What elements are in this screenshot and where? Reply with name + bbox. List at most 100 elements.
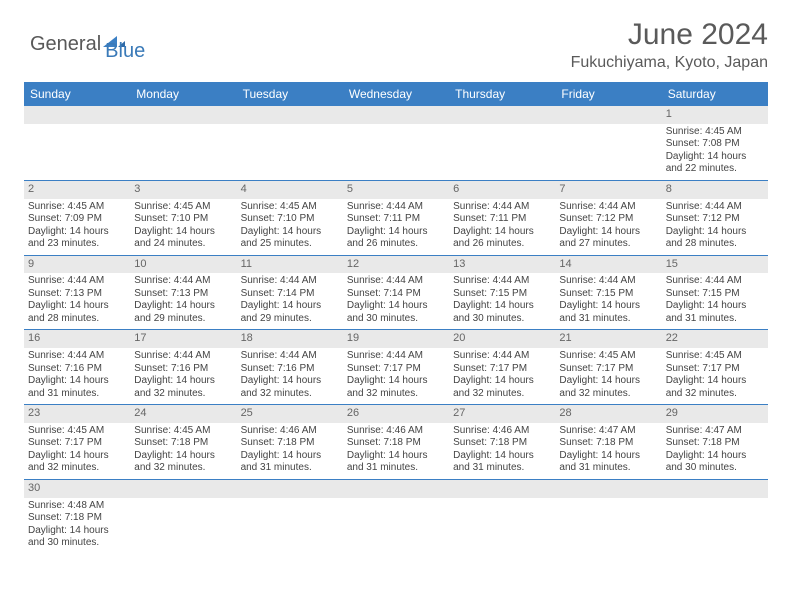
sunset-line: Sunset: 7:13 PM <box>28 288 126 301</box>
calendar-cell: 7Sunrise: 4:44 AMSunset: 7:12 PMDaylight… <box>555 180 661 255</box>
day-number: 14 <box>555 256 661 274</box>
calendar-cell: 14Sunrise: 4:44 AMSunset: 7:15 PMDayligh… <box>555 255 661 330</box>
calendar-cell: 16Sunrise: 4:44 AMSunset: 7:16 PMDayligh… <box>24 330 130 405</box>
calendar-cell: 28Sunrise: 4:47 AMSunset: 7:18 PMDayligh… <box>555 405 661 480</box>
sunrise-line: Sunrise: 4:45 AM <box>666 350 764 363</box>
day-number: 20 <box>449 330 555 348</box>
sunset-line: Sunset: 7:11 PM <box>347 213 445 226</box>
day-header: Thursday <box>449 82 555 106</box>
location: Fukuchiyama, Kyoto, Japan <box>571 54 768 72</box>
logo-text-blue: Blue <box>105 40 145 62</box>
calendar-cell: 12Sunrise: 4:44 AMSunset: 7:14 PMDayligh… <box>343 255 449 330</box>
calendar-cell <box>555 479 661 553</box>
calendar-cell: 22Sunrise: 4:45 AMSunset: 7:17 PMDayligh… <box>662 330 768 405</box>
day-number: 22 <box>662 330 768 348</box>
sunset-line: Sunset: 7:09 PM <box>28 213 126 226</box>
sunrise-line: Sunrise: 4:46 AM <box>347 425 445 438</box>
sunrise-line: Sunrise: 4:44 AM <box>134 350 232 363</box>
calendar-cell: 17Sunrise: 4:44 AMSunset: 7:16 PMDayligh… <box>130 330 236 405</box>
sunrise-line: Sunrise: 4:44 AM <box>241 350 339 363</box>
daylight-line: Daylight: 14 hours and 22 minutes. <box>666 151 764 176</box>
sunrise-line: Sunrise: 4:44 AM <box>28 350 126 363</box>
logo-text-general: General <box>30 33 101 56</box>
sunset-line: Sunset: 7:18 PM <box>666 437 764 450</box>
sunset-line: Sunset: 7:18 PM <box>241 437 339 450</box>
day-number: 11 <box>237 256 343 274</box>
calendar-cell <box>343 479 449 553</box>
sunset-line: Sunset: 7:18 PM <box>559 437 657 450</box>
day-number: 1 <box>662 106 768 124</box>
header: General Blue June 2024 Fukuchiyama, Kyot… <box>24 18 768 72</box>
day-number: 26 <box>343 405 449 423</box>
calendar-cell <box>449 479 555 553</box>
daylight-line: Daylight: 14 hours and 26 minutes. <box>347 226 445 251</box>
sunset-line: Sunset: 7:14 PM <box>241 288 339 301</box>
daylight-line: Daylight: 14 hours and 29 minutes. <box>241 300 339 325</box>
sunset-line: Sunset: 7:13 PM <box>134 288 232 301</box>
sunset-line: Sunset: 7:17 PM <box>559 363 657 376</box>
daylight-line: Daylight: 14 hours and 23 minutes. <box>28 226 126 251</box>
calendar-cell <box>662 479 768 553</box>
calendar-cell: 11Sunrise: 4:44 AMSunset: 7:14 PMDayligh… <box>237 255 343 330</box>
day-number-empty <box>130 106 236 124</box>
day-number: 21 <box>555 330 661 348</box>
daylight-line: Daylight: 14 hours and 24 minutes. <box>134 226 232 251</box>
calendar-cell: 3 Sunrise: 4:45 AMSunset: 7:10 PMDaylight… <box>130 180 236 255</box>
day-header: Saturday <box>662 82 768 106</box>
day-number: 28 <box>555 405 661 423</box>
calendar-week: 1Sunrise: 4:45 AMSunset: 7:08 PMDaylight… <box>24 106 768 180</box>
sunset-line: Sunset: 7:14 PM <box>347 288 445 301</box>
day-number: 2 <box>24 181 130 199</box>
sunrise-line: Sunrise: 4:44 AM <box>559 275 657 288</box>
daylight-line: Daylight: 14 hours and 32 minutes. <box>347 375 445 400</box>
sunset-line: Sunset: 7:08 PM <box>666 138 764 151</box>
sunrise-line: Sunrise: 4:45 AM <box>28 425 126 438</box>
daylight-line: Daylight: 14 hours and 31 minutes. <box>559 300 657 325</box>
sunrise-line: Sunrise: 4:47 AM <box>666 425 764 438</box>
day-header: Sunday <box>24 82 130 106</box>
sunrise-line: Sunrise: 4:47 AM <box>559 425 657 438</box>
sunrise-line: Sunrise: 4:45 AM <box>134 425 232 438</box>
sunrise-line: Sunrise: 4:44 AM <box>559 201 657 214</box>
day-number: 3 <box>130 181 236 199</box>
day-number: 18 <box>237 330 343 348</box>
calendar-table: SundayMondayTuesdayWednesdayThursdayFrid… <box>24 82 768 554</box>
calendar-cell <box>130 479 236 553</box>
month-title: June 2024 <box>571 18 768 52</box>
daylight-line: Daylight: 14 hours and 32 minutes. <box>241 375 339 400</box>
sunset-line: Sunset: 7:18 PM <box>134 437 232 450</box>
calendar-cell: 27Sunrise: 4:46 AMSunset: 7:18 PMDayligh… <box>449 405 555 480</box>
sunset-line: Sunset: 7:18 PM <box>28 512 126 525</box>
sunrise-line: Sunrise: 4:45 AM <box>559 350 657 363</box>
daylight-line: Daylight: 14 hours and 31 minutes. <box>28 375 126 400</box>
daylight-line: Daylight: 14 hours and 31 minutes. <box>241 450 339 475</box>
daylight-line: Daylight: 14 hours and 31 minutes. <box>453 450 551 475</box>
sunset-line: Sunset: 7:10 PM <box>241 213 339 226</box>
daylight-line: Daylight: 14 hours and 30 minutes. <box>666 450 764 475</box>
calendar-cell: 23Sunrise: 4:45 AMSunset: 7:17 PMDayligh… <box>24 405 130 480</box>
calendar-cell: 13Sunrise: 4:44 AMSunset: 7:15 PMDayligh… <box>449 255 555 330</box>
day-number: 5 <box>343 181 449 199</box>
calendar-cell: 18Sunrise: 4:44 AMSunset: 7:16 PMDayligh… <box>237 330 343 405</box>
sunrise-line: Sunrise: 4:48 AM <box>28 500 126 513</box>
calendar-cell: 1Sunrise: 4:45 AMSunset: 7:08 PMDaylight… <box>662 106 768 180</box>
day-number: 8 <box>662 181 768 199</box>
sunset-line: Sunset: 7:15 PM <box>559 288 657 301</box>
daylight-line: Daylight: 14 hours and 31 minutes. <box>666 300 764 325</box>
daylight-line: Daylight: 14 hours and 32 minutes. <box>453 375 551 400</box>
day-number-empty <box>24 106 130 124</box>
day-number: 16 <box>24 330 130 348</box>
daylight-line: Daylight: 14 hours and 30 minutes. <box>28 525 126 550</box>
day-number-empty <box>237 480 343 498</box>
daylight-line: Daylight: 14 hours and 31 minutes. <box>347 450 445 475</box>
day-header: Tuesday <box>237 82 343 106</box>
calendar-cell <box>343 106 449 180</box>
sunset-line: Sunset: 7:10 PM <box>134 213 232 226</box>
sunrise-line: Sunrise: 4:45 AM <box>134 201 232 214</box>
daylight-line: Daylight: 14 hours and 29 minutes. <box>134 300 232 325</box>
day-number: 23 <box>24 405 130 423</box>
sunrise-line: Sunrise: 4:46 AM <box>453 425 551 438</box>
day-number-empty <box>343 480 449 498</box>
calendar-cell: 4Sunrise: 4:45 AMSunset: 7:10 PMDaylight… <box>237 180 343 255</box>
sunrise-line: Sunrise: 4:44 AM <box>28 275 126 288</box>
